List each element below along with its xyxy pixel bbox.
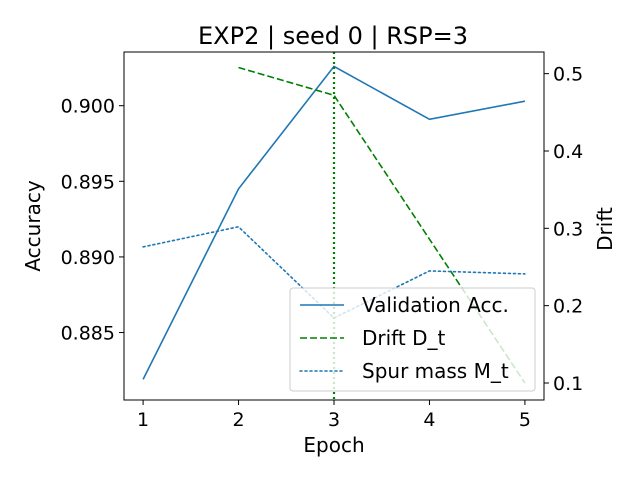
y-left-tick-label: 0.900 [61,96,115,118]
series-line-drift-d-t [238,66,526,384]
legend-label: Spur mass M_t [362,359,509,383]
y-right-tick-label: 0.1 [553,373,583,395]
x-tick-label: 1 [137,409,149,431]
y-right-tick-label: 0.4 [553,141,583,163]
y-right-tick-label: 0.3 [553,218,583,240]
x-tick-label: 5 [519,409,531,431]
x-tick-label: 3 [328,409,340,431]
y-right-tick-label: 0.5 [553,64,583,86]
axes-layer: 1 2 3 4 5 0.885 0.890 0.895 0.900 0.1 0.2 0.3 0.4 0.5 [61,64,584,431]
x-axis-label: Epoch [303,433,364,457]
x-tick-label: 4 [423,409,435,431]
y-axis-label-left: Accuracy [21,180,45,271]
legend-label: Validation Acc. [362,293,509,317]
legend-label: Drift D_t [362,326,445,350]
y-left-tick-label: 0.890 [61,247,115,269]
x-tick-label: 2 [232,409,244,431]
y-axis-label-right: Drift [593,207,617,251]
series-line-validation-acc [142,65,526,380]
y-left-tick-label: 0.885 [61,323,115,345]
legend-box [289,287,536,392]
chart-title: EXP2 | seed 0 | RSP=3 [198,22,468,50]
y-left-tick-label: 0.895 [61,171,115,193]
legend: Validation Acc. Drift D_t Spur mass M_t [289,287,536,392]
y-right-tick-label: 0.2 [553,296,583,318]
